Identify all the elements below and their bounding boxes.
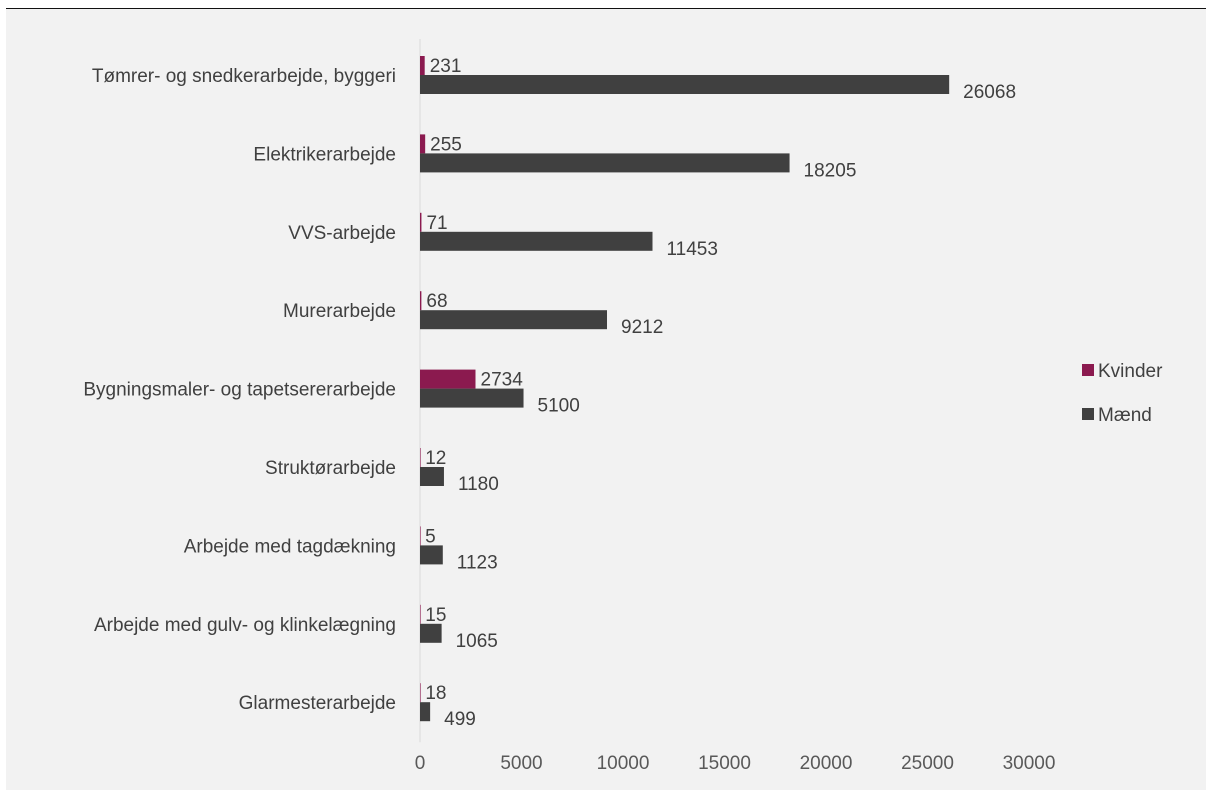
data-label: 255 [430, 134, 462, 155]
bar-kvinder [420, 526, 421, 546]
bar-maend [420, 545, 443, 565]
data-label: 71 [426, 213, 447, 234]
category-label: Struktørarbejde [265, 458, 396, 479]
data-label: 68 [426, 291, 447, 312]
bar-maend [420, 467, 444, 486]
category-label: Elektrikerarbejde [253, 144, 396, 165]
category-label: Arbejde med gulv- og klinkelægning [94, 615, 396, 636]
data-label: 18 [425, 683, 446, 704]
data-label: 1180 [458, 474, 499, 495]
legend-label: Mænd [1098, 405, 1152, 426]
data-label: 9212 [621, 317, 663, 338]
data-label: 26068 [963, 82, 1016, 103]
x-tick-label: 20000 [800, 753, 853, 774]
bar-maend [420, 75, 950, 94]
category-label: Tømrer- og snedkerarbejde, byggeri [92, 66, 396, 87]
bar-kvinder [420, 134, 426, 154]
x-tick-label: 10000 [597, 753, 650, 774]
bar-maend [420, 153, 790, 173]
data-label: 11453 [666, 239, 717, 260]
data-label: 2734 [481, 370, 524, 391]
category-label: Arbejde med tagdækning [184, 536, 396, 557]
legend-label: Kvinder [1098, 361, 1163, 382]
data-label: 231 [430, 56, 462, 77]
data-label: 5 [425, 526, 436, 547]
data-label: 12 [425, 448, 446, 469]
x-tick-label: 0 [415, 753, 426, 774]
bar-kvinder [420, 369, 476, 389]
bar-kvinder [420, 212, 422, 232]
bar-kvinder [420, 291, 422, 311]
bar-kvinder [420, 683, 421, 703]
data-label: 499 [444, 709, 476, 730]
chart-area: 0 5000 10000 15000 20000 25000 30000 Tømrer- o… [6, 8, 1206, 790]
bar-kvinder [420, 604, 421, 624]
bar-maend [420, 388, 524, 408]
bar-maend [420, 702, 431, 722]
data-label: 5100 [538, 396, 580, 417]
data-label: 18205 [804, 160, 857, 181]
bar-maend [420, 231, 653, 251]
bar-kvinder [420, 448, 421, 467]
x-tick-label: 15000 [698, 753, 751, 774]
data-label: 1123 [457, 552, 498, 573]
x-tick-label: 30000 [1003, 753, 1056, 774]
x-tick-label: 25000 [901, 753, 954, 774]
bar-maend [420, 623, 442, 643]
category-label: Bygningsmaler- og tapetsererarbejde [83, 380, 396, 401]
category-label: Murerarbejde [283, 301, 396, 322]
data-label: 1065 [456, 631, 498, 652]
bar-maend [420, 310, 608, 330]
data-label: 15 [425, 605, 446, 626]
category-label: VVS-arbejde [288, 223, 396, 244]
legend-swatch [1082, 408, 1094, 420]
bar-kvinder [420, 56, 425, 75]
legend-swatch [1082, 364, 1094, 376]
category-label: Glarmesterarbejde [239, 693, 396, 714]
bar-chart: 0 5000 10000 15000 20000 25000 30000 Tømrer- o… [83, 39, 1163, 774]
x-tick-label: 5000 [500, 753, 542, 774]
